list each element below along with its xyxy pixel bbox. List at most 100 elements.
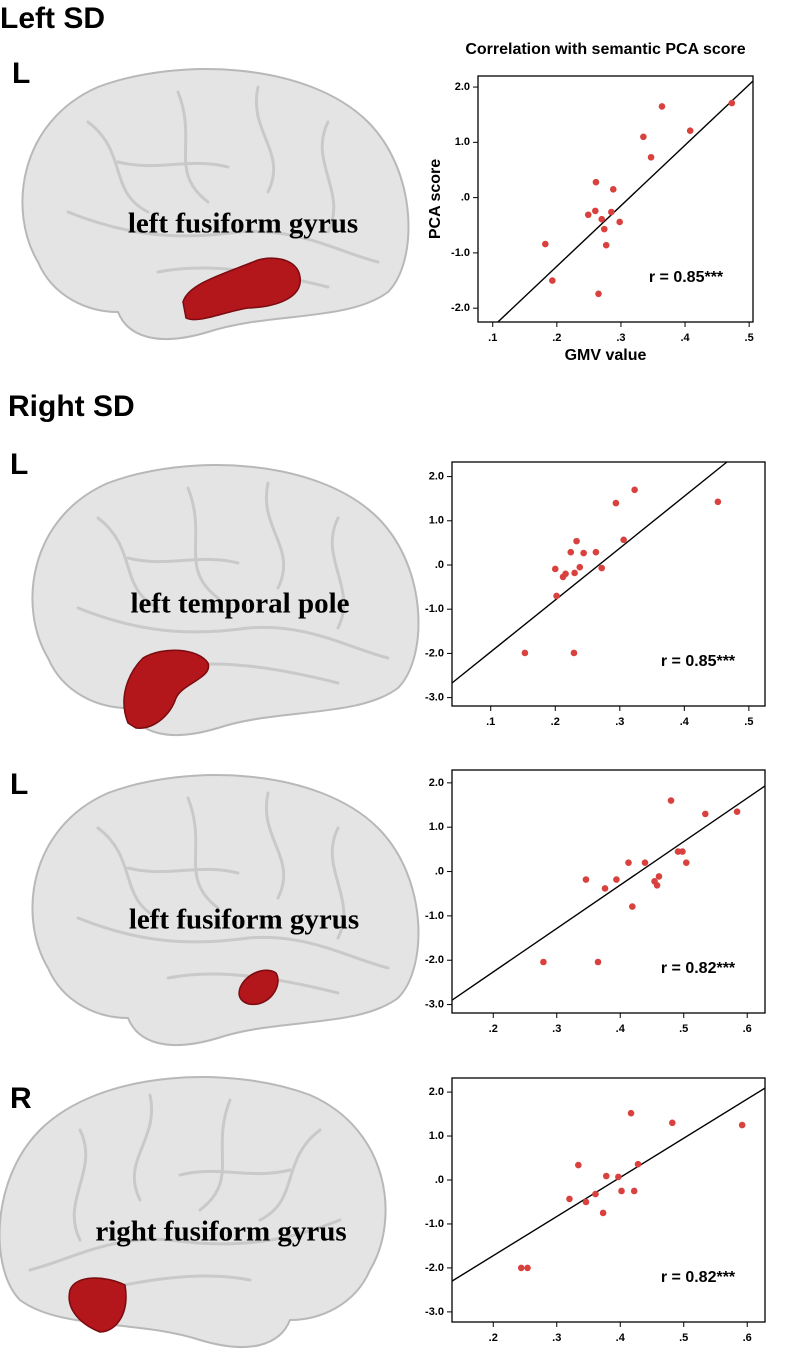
y-tick-label: .0 bbox=[435, 559, 444, 571]
data-point bbox=[728, 99, 736, 107]
data-point bbox=[566, 1195, 573, 1203]
x-tick-label: .3 bbox=[615, 716, 624, 728]
data-point bbox=[521, 649, 529, 657]
data-point bbox=[553, 592, 560, 600]
x-tick-label: .2 bbox=[489, 1023, 498, 1035]
correlation-annotation: r = 0.85*** bbox=[661, 653, 736, 670]
y-tick-label: 1.0 bbox=[429, 515, 444, 527]
data-point bbox=[647, 153, 655, 161]
y-axis-label: PCA score bbox=[427, 159, 444, 239]
x-tick-label: .5 bbox=[679, 1023, 688, 1035]
scatter-plot: 2.0 1.0 .0 -1.0 -2.0 -3.0 .2 .3 .4 .5 .6 r = 0.82**… bbox=[425, 769, 766, 1035]
x-tick-label: .5 bbox=[679, 1332, 688, 1344]
region-highlight bbox=[182, 257, 301, 321]
y-tick-label: .0 bbox=[461, 192, 470, 204]
y-tick-label: 1.0 bbox=[429, 821, 444, 833]
y-tick-label: -1.0 bbox=[425, 910, 444, 922]
scatter-plot: 2.0 1.0 .0 -1.0 -2.0 -3.0 .2 .3 .4 .5 .6 r = 0.82**… bbox=[425, 1077, 766, 1344]
data-point bbox=[599, 1209, 607, 1217]
data-point bbox=[570, 649, 578, 657]
x-tick-label: .2 bbox=[489, 1332, 498, 1344]
data-point bbox=[551, 565, 559, 573]
region-label: left fusiform gyrus bbox=[128, 208, 358, 240]
region-highlight bbox=[68, 1277, 127, 1333]
plot-frame bbox=[451, 1077, 766, 1323]
data-point bbox=[573, 537, 580, 545]
data-point bbox=[613, 876, 620, 883]
data-point bbox=[576, 563, 584, 571]
data-point bbox=[600, 225, 608, 233]
x-tick-label: .4 bbox=[616, 1023, 626, 1035]
data-point bbox=[653, 881, 661, 889]
data-point bbox=[702, 810, 709, 818]
y-tick-label: -3.0 bbox=[425, 998, 444, 1010]
brain-image bbox=[21, 68, 410, 341]
x-tick-label: .2 bbox=[551, 716, 560, 728]
data-point bbox=[580, 549, 587, 557]
y-tick-label: .0 bbox=[435, 1174, 444, 1186]
y-tick-label: 2.0 bbox=[429, 777, 444, 789]
data-point bbox=[584, 211, 592, 219]
y-tick-label: -1.0 bbox=[425, 1218, 444, 1230]
y-tick-label: -3.0 bbox=[425, 692, 444, 704]
x-tick-label: .4 bbox=[680, 332, 690, 344]
data-point bbox=[686, 127, 694, 135]
data-point bbox=[667, 797, 675, 804]
data-point bbox=[634, 1160, 642, 1168]
data-point bbox=[615, 1173, 622, 1181]
data-point bbox=[714, 498, 722, 506]
y-tick-label: 2.0 bbox=[429, 470, 444, 482]
data-point bbox=[608, 208, 615, 216]
x-tick-label: .4 bbox=[616, 1332, 626, 1344]
brain-image bbox=[31, 464, 420, 737]
region-highlight bbox=[123, 649, 210, 729]
data-point bbox=[679, 848, 686, 855]
data-point bbox=[575, 1161, 582, 1169]
data-point bbox=[631, 486, 638, 494]
plot-frame bbox=[451, 769, 766, 1014]
x-tick-label: .6 bbox=[743, 1332, 752, 1344]
data-point bbox=[629, 903, 636, 910]
scatter-plot: 2.0 1.0 .0 -1.0 -2.0 -3.0 .1 .2 .3 .4 .5 r = 0.85**… bbox=[425, 461, 766, 728]
data-point bbox=[733, 808, 741, 815]
x-tick-label: .4 bbox=[680, 716, 690, 728]
brain-image bbox=[0, 1076, 387, 1349]
section-heading: Right SD bbox=[8, 390, 135, 423]
data-point bbox=[582, 876, 590, 883]
x-tick-label: .5 bbox=[745, 332, 754, 344]
x-tick-label: .3 bbox=[552, 1332, 561, 1344]
data-point bbox=[658, 103, 666, 110]
data-point bbox=[598, 215, 606, 223]
x-tick-label: .2 bbox=[552, 332, 561, 344]
y-tick-label: 2.0 bbox=[429, 1086, 444, 1098]
region-label: left temporal pole bbox=[130, 588, 349, 620]
data-point bbox=[602, 1172, 610, 1180]
x-tick-label: .1 bbox=[488, 332, 497, 344]
y-tick-label: -2.0 bbox=[425, 647, 444, 659]
data-point bbox=[612, 499, 620, 507]
y-tick-label: -1.0 bbox=[451, 247, 470, 259]
plot-frame bbox=[451, 461, 766, 707]
x-axis-label: GMV value bbox=[565, 347, 647, 364]
y-tick-label: -3.0 bbox=[425, 1306, 444, 1318]
x-tick-label: .3 bbox=[616, 332, 625, 344]
data-point bbox=[592, 548, 600, 556]
data-point bbox=[549, 277, 556, 284]
section-heading: Left SD bbox=[0, 2, 105, 35]
data-point bbox=[601, 885, 609, 892]
chart-title: Correlation with semantic PCA score bbox=[465, 41, 745, 58]
data-point bbox=[618, 1187, 625, 1195]
data-point bbox=[609, 186, 617, 193]
y-tick-label: 2.0 bbox=[455, 81, 470, 93]
data-point bbox=[517, 1264, 525, 1272]
data-point bbox=[640, 133, 647, 141]
fit-line bbox=[497, 80, 754, 323]
data-point bbox=[562, 570, 569, 578]
x-tick-label: .6 bbox=[743, 1023, 752, 1035]
fit-line bbox=[451, 461, 728, 684]
data-point bbox=[627, 1109, 635, 1117]
data-point bbox=[655, 873, 663, 880]
hemisphere-label: L bbox=[10, 768, 28, 801]
data-point bbox=[592, 178, 600, 186]
data-point bbox=[641, 859, 649, 866]
